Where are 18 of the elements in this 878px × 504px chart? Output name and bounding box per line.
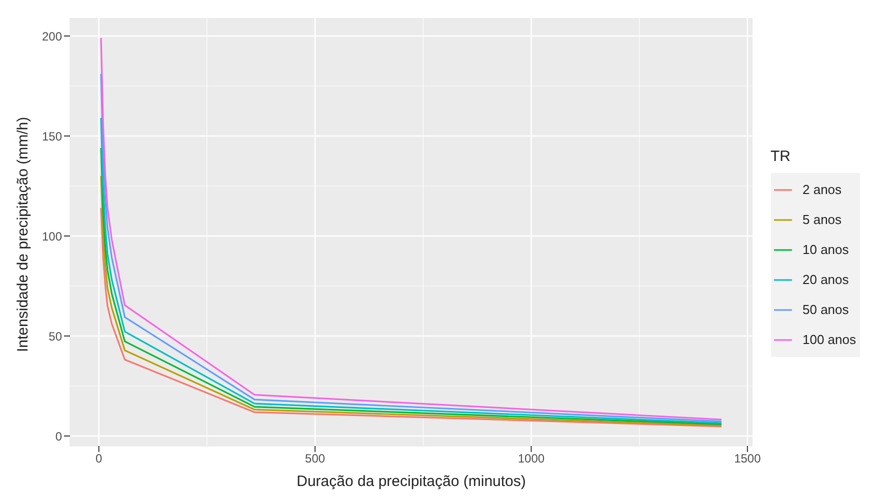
legend-label: 50 anos — [802, 302, 850, 317]
x-axis-title: Duração da precipitação (minutos) — [296, 473, 526, 490]
y-tick-label: 0 — [55, 429, 62, 444]
y-tick-label: 150 — [42, 129, 62, 144]
y-tick-label: 200 — [42, 29, 62, 44]
legend-title: TR — [770, 148, 792, 164]
x-tick-label: 0 — [96, 452, 103, 466]
legend-label: 100 anos — [802, 332, 857, 347]
legend-label: 10 anos — [802, 242, 850, 257]
legend-label: 20 anos — [802, 272, 850, 287]
legend-label: 2 anos — [802, 182, 843, 197]
y-tick-label: 50 — [48, 329, 62, 344]
x-tick-label: 1000 — [518, 452, 545, 466]
legend-label: 5 anos — [802, 212, 843, 227]
y-axis-title: Intensidade de precipitação (mm/h) — [14, 116, 32, 352]
y-tick-label: 100 — [42, 229, 62, 244]
x-tick-label: 1500 — [734, 452, 762, 466]
x-tick-label: 500 — [305, 452, 326, 466]
